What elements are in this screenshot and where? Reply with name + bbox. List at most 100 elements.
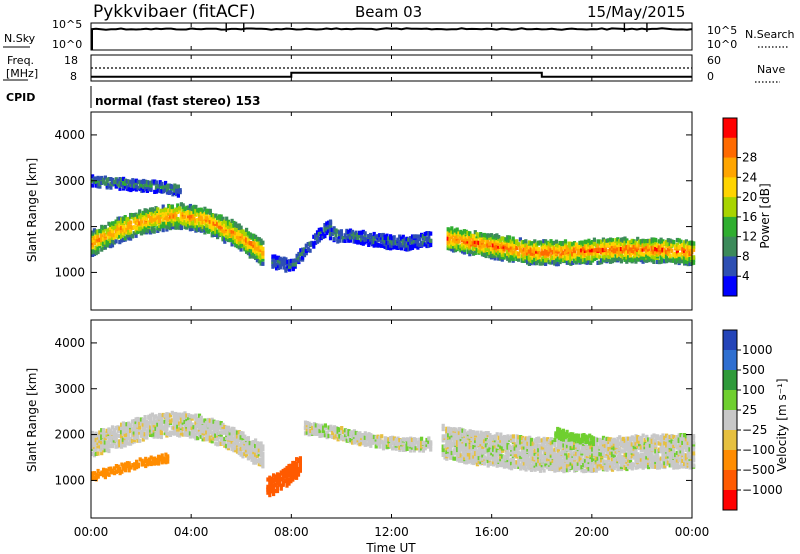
echo-cell xyxy=(623,252,627,257)
echo-cell xyxy=(168,204,173,210)
echo-cell xyxy=(609,251,613,256)
echo-cell xyxy=(508,459,512,464)
echo-cell xyxy=(468,243,472,248)
echo-cell xyxy=(140,458,144,463)
echo-cell xyxy=(235,231,240,236)
echo-cell xyxy=(208,429,212,434)
echo-cell xyxy=(495,456,499,461)
echo-cell xyxy=(399,243,404,248)
echo-cell xyxy=(418,243,422,248)
echo-cell xyxy=(652,249,656,254)
echo-cell xyxy=(230,242,234,247)
echo-cell xyxy=(623,257,627,262)
echo-cell xyxy=(522,252,526,258)
echo-cell xyxy=(96,235,100,240)
echo-cell xyxy=(107,241,111,246)
echo-cell xyxy=(511,434,515,439)
echo-cell xyxy=(283,467,287,472)
echo-cell xyxy=(398,234,402,239)
echo-cell xyxy=(675,242,679,247)
echo-cell xyxy=(107,444,111,449)
echo-cell xyxy=(179,416,183,421)
echo-cell xyxy=(230,224,234,229)
echo-cell xyxy=(217,223,221,229)
echo-cell xyxy=(632,239,636,244)
echo-cell xyxy=(661,239,665,244)
echo-cell xyxy=(564,458,568,463)
echo-cell xyxy=(127,217,131,222)
echo-cell xyxy=(580,460,584,465)
echo-cell xyxy=(383,441,387,446)
echo-cell xyxy=(569,439,573,445)
echo-cell xyxy=(161,425,165,430)
echo-cell xyxy=(639,239,643,244)
echo-cell xyxy=(334,228,338,233)
echo-cell xyxy=(544,458,548,464)
echo-cell xyxy=(409,440,413,445)
echo-cell xyxy=(479,245,483,251)
echo-cell xyxy=(120,439,124,444)
echo-cell xyxy=(188,203,192,209)
echo-cell xyxy=(133,462,137,467)
echo-cell xyxy=(627,240,631,245)
echo-cell xyxy=(120,238,124,243)
echo-cell xyxy=(572,241,577,246)
echo-cell xyxy=(120,444,124,449)
echo-cell xyxy=(298,461,302,466)
echo-cell xyxy=(154,426,158,431)
echo-cell xyxy=(527,249,531,254)
echo-cell xyxy=(210,213,214,218)
echo-cell xyxy=(583,458,588,463)
echo-cell xyxy=(230,229,234,234)
echo-cell xyxy=(549,253,553,258)
echo-cell xyxy=(343,437,347,442)
echo-cell xyxy=(201,434,205,439)
echo-cell xyxy=(506,455,510,460)
echo-cell xyxy=(571,251,575,256)
echo-cell xyxy=(468,434,472,439)
echo-cell xyxy=(511,254,515,259)
echo-cell xyxy=(529,261,533,266)
echo-cell xyxy=(675,249,679,254)
echo-cell xyxy=(420,240,424,246)
echo-cell xyxy=(463,449,467,454)
echo-cell xyxy=(605,242,609,247)
echo-cell xyxy=(252,243,256,248)
echo-cell xyxy=(540,454,544,459)
echo-cell xyxy=(652,245,656,250)
echo-cell xyxy=(203,226,207,231)
echo-cell xyxy=(178,221,182,226)
echo-cell xyxy=(480,251,485,256)
echo-cell xyxy=(160,181,164,186)
echo-cell xyxy=(657,251,661,256)
echo-cell xyxy=(414,241,418,247)
echo-cell xyxy=(580,449,584,454)
echo-cell xyxy=(134,417,138,422)
echo-cell xyxy=(560,254,564,259)
echo-cell xyxy=(423,242,427,247)
echo-cell xyxy=(293,474,297,479)
echo-cell xyxy=(160,189,164,194)
echo-cell xyxy=(492,450,496,455)
echo-cell xyxy=(149,455,153,460)
echo-cell xyxy=(176,424,180,429)
echo-cell xyxy=(123,178,128,183)
echo-cell xyxy=(456,432,460,437)
echo-cell xyxy=(91,446,95,452)
echo-cell xyxy=(612,244,616,249)
echo-cell xyxy=(268,483,272,488)
echo-cell xyxy=(385,236,389,241)
echo-cell xyxy=(555,453,559,458)
echo-cell xyxy=(524,467,528,472)
echo-cell xyxy=(475,449,479,454)
echo-cell xyxy=(110,224,115,229)
echo-cell xyxy=(165,419,169,424)
echo-cell xyxy=(96,182,100,187)
echo-cell xyxy=(392,244,396,250)
echo-cell xyxy=(217,221,221,226)
echo-cell xyxy=(302,253,307,258)
echo-cell xyxy=(134,419,138,425)
echo-cell xyxy=(192,414,196,419)
echo-cell xyxy=(136,427,140,432)
echo-cell xyxy=(531,251,535,256)
